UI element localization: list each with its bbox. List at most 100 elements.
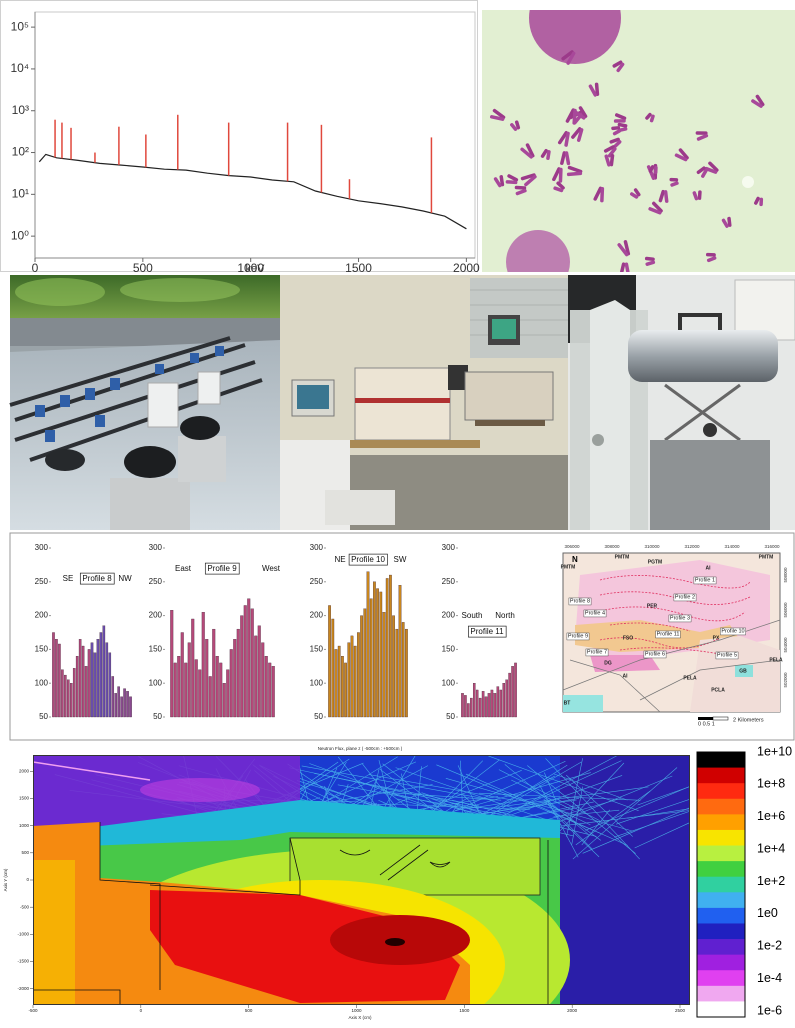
flux-map — [33, 755, 795, 1023]
x-axis-label: keV — [246, 263, 266, 275]
map-coord: 310000 — [644, 544, 660, 549]
y-tick-label: 150 — [149, 645, 163, 654]
profile-label: Profile 11 — [657, 631, 680, 637]
colorbar-label: 1e+2 — [757, 874, 785, 888]
bar — [482, 691, 484, 717]
annotation: East — [175, 564, 192, 573]
profile-label: Profile 6 — [645, 651, 665, 657]
bar — [233, 639, 236, 717]
bar — [360, 616, 362, 717]
profile-label: Profile 4 — [585, 610, 605, 616]
annotation: NE — [334, 555, 345, 564]
y-tick-label: 200 — [35, 611, 49, 620]
chromatid — [698, 190, 702, 200]
bar — [494, 693, 496, 717]
bar — [112, 676, 114, 717]
bar — [467, 703, 469, 717]
unit-label: PELA — [683, 675, 697, 681]
bar — [332, 619, 334, 717]
annotation: North — [495, 611, 515, 620]
north-arrow: N — [572, 555, 578, 564]
chromatid — [669, 178, 678, 182]
y-tick-label: 50 — [153, 712, 162, 721]
colorbar-band — [697, 892, 745, 908]
scale-label: 0 0.5 1 — [698, 721, 715, 727]
y-tick-label: 150 — [310, 645, 324, 654]
unit-label: DG — [604, 660, 612, 666]
y-tick-label: 150 — [35, 645, 49, 654]
bar — [106, 643, 108, 717]
bar — [216, 656, 219, 717]
unit-label: AI — [623, 673, 629, 679]
bar — [82, 646, 84, 717]
bar — [91, 643, 93, 717]
y-tick-label: -500 — [20, 904, 30, 909]
bar — [174, 663, 177, 717]
x-tick-label: 1500 — [459, 1008, 470, 1013]
bar — [497, 687, 499, 717]
colorbar-band — [697, 752, 745, 768]
y-tick-label: 250 — [149, 577, 163, 586]
bar — [247, 599, 250, 717]
bar — [511, 666, 513, 717]
y-tick-label: 50 — [39, 712, 48, 721]
bar — [184, 663, 187, 717]
unit-label: PX — [713, 635, 720, 641]
colorbar-band — [697, 986, 745, 1002]
bar — [386, 578, 388, 717]
bar — [479, 698, 481, 717]
y-tick-label: 200 — [310, 611, 324, 620]
colorbar-label: 1e+10 — [757, 744, 792, 758]
y-tick-label: -1000 — [17, 932, 29, 937]
bar — [76, 656, 78, 717]
x-tick-label: 0 — [140, 1008, 143, 1013]
lab-photo — [280, 275, 568, 530]
unit-label: PMTM — [759, 554, 774, 560]
bar — [188, 643, 191, 717]
detector-photo — [568, 275, 795, 530]
annotation: South — [462, 611, 483, 620]
bar — [509, 673, 511, 717]
y-tick-label: 10⁵ — [11, 19, 29, 33]
y-tick-label: 300 — [149, 543, 163, 552]
bar — [67, 680, 69, 717]
colorbar-band — [697, 861, 745, 877]
bar — [121, 697, 123, 717]
bar — [464, 695, 466, 717]
bar — [226, 670, 229, 717]
colorbar-band — [697, 877, 745, 893]
colorbar-band — [697, 846, 745, 862]
y-tick-label: 500 — [21, 850, 29, 855]
bar — [370, 599, 372, 717]
unit-label: FSO — [623, 635, 633, 641]
bar — [205, 639, 208, 717]
bar — [392, 616, 394, 717]
map-coord: 316000 — [764, 544, 780, 549]
colorbar-label: 1e-4 — [757, 971, 782, 985]
chromatid — [706, 253, 716, 257]
bar — [357, 633, 359, 718]
map-coord: 504000 — [783, 637, 788, 653]
unit-label: PELA — [769, 657, 783, 663]
bar — [58, 644, 60, 717]
y-tick-label: 250 — [35, 577, 49, 586]
bar — [272, 666, 275, 717]
y-tick-label: 250 — [442, 577, 456, 586]
profile-title: Profile 10 — [351, 555, 385, 564]
profile-label: Profile 1 — [695, 577, 715, 583]
bar — [191, 619, 194, 717]
y-tick-label: 200 — [442, 611, 456, 620]
map-coord: 314000 — [724, 544, 740, 549]
colorbar-label: 1e+8 — [757, 777, 785, 791]
bar — [380, 592, 382, 717]
profile-label: Profile 9 — [568, 633, 588, 639]
x-tick-label: 2000 — [453, 261, 480, 275]
bar — [485, 697, 487, 717]
y-tick-label: 100 — [35, 678, 49, 687]
bar — [461, 693, 463, 717]
annotation: West — [262, 564, 281, 573]
colorbar-band — [697, 970, 745, 986]
unit-label: PMTM — [561, 564, 576, 570]
bar — [118, 687, 120, 717]
bar — [500, 690, 502, 717]
